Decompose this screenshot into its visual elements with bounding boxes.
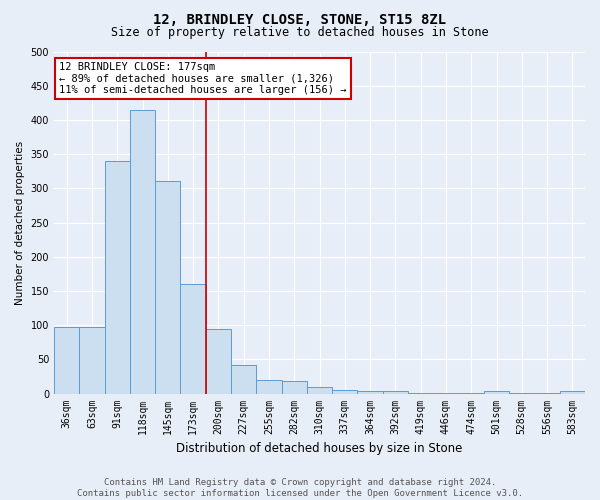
Bar (332, 390, 358, 394)
Bar (408, 393, 433, 394)
Text: 12 BRINDLEY CLOSE: 177sqm
← 89% of detached houses are smaller (1,326)
11% of se: 12 BRINDLEY CLOSE: 177sqm ← 89% of detac… (59, 62, 347, 95)
Bar (535, 393, 560, 394)
Text: Contains HM Land Registry data © Crown copyright and database right 2024.
Contai: Contains HM Land Registry data © Crown c… (77, 478, 523, 498)
Bar (206, 328, 231, 394)
Text: Size of property relative to detached houses in Stone: Size of property relative to detached ho… (111, 26, 489, 39)
Text: 12, BRINDLEY CLOSE, STONE, ST15 8ZL: 12, BRINDLEY CLOSE, STONE, ST15 8ZL (154, 12, 446, 26)
X-axis label: Distribution of detached houses by size in Stone: Distribution of detached houses by size … (176, 442, 463, 455)
Bar (509, 393, 535, 394)
Bar (181, 284, 206, 394)
Bar (155, 182, 181, 394)
Bar (231, 365, 256, 394)
Y-axis label: Number of detached properties: Number of detached properties (15, 140, 25, 304)
Bar (383, 391, 408, 394)
Bar (433, 393, 458, 394)
Bar (54, 326, 79, 394)
Bar (358, 391, 383, 394)
Bar (307, 388, 332, 394)
Bar (281, 381, 307, 394)
Bar (130, 110, 155, 394)
Bar (104, 161, 130, 394)
Bar (256, 380, 281, 394)
Bar (484, 391, 509, 394)
Bar (458, 393, 484, 394)
Bar (79, 326, 104, 394)
Bar (560, 391, 585, 394)
